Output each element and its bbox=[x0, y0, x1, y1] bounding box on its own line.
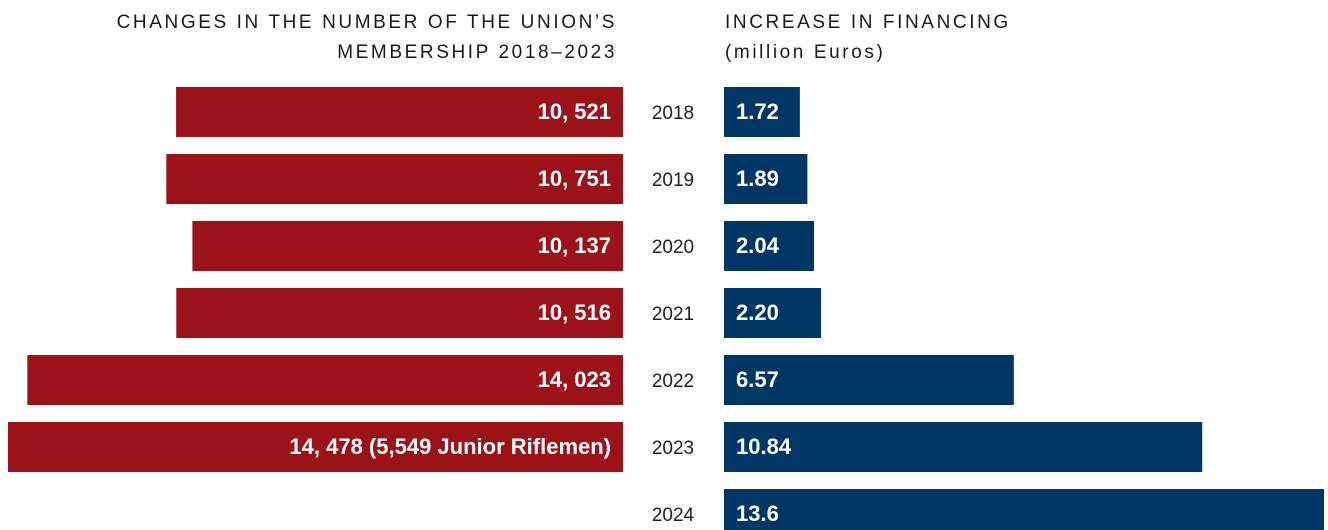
value-label: 13.6 bbox=[736, 501, 779, 526]
value-label: 2.04 bbox=[736, 233, 780, 258]
bar bbox=[724, 154, 808, 204]
bar bbox=[192, 221, 623, 271]
value-label: 10.84 bbox=[736, 434, 792, 459]
value-label: 10, 521 bbox=[538, 99, 611, 124]
category-label: 2023 bbox=[652, 438, 694, 459]
chart-title-block: INCREASE IN FINANCING (million Euros) bbox=[725, 8, 1285, 68]
value-label: 10, 137 bbox=[538, 233, 611, 258]
bar bbox=[176, 288, 623, 338]
bar bbox=[166, 154, 623, 204]
bar bbox=[27, 355, 624, 405]
bar bbox=[724, 288, 822, 338]
value-label: 6.57 bbox=[736, 367, 779, 392]
bar bbox=[8, 422, 623, 472]
value-label: 10, 751 bbox=[538, 166, 611, 191]
value-label: 2.20 bbox=[736, 300, 779, 325]
bar bbox=[724, 355, 1014, 405]
category-label: 2018 bbox=[652, 103, 694, 124]
value-label: 1.72 bbox=[736, 99, 779, 124]
value-label: 10, 516 bbox=[538, 300, 611, 325]
category-label: 2019 bbox=[652, 170, 694, 191]
chart-subtitle: (million Euros) bbox=[725, 42, 886, 63]
category-label: 2021 bbox=[652, 304, 694, 325]
bar bbox=[724, 489, 1324, 530]
value-label: 1.89 bbox=[736, 166, 779, 191]
value-label: 14, 023 bbox=[538, 367, 611, 392]
bar bbox=[724, 221, 814, 271]
chart-title: INCREASE IN FINANCING bbox=[725, 12, 1011, 33]
bar bbox=[724, 87, 800, 137]
category-label: 2022 bbox=[652, 371, 694, 392]
value-label: 14, 478 (5,549 Junior Riflemen) bbox=[289, 434, 611, 459]
bar bbox=[176, 87, 623, 137]
bar bbox=[724, 422, 1203, 472]
chart-title: CHANGES IN THE NUMBER OF THE UNION’S MEM… bbox=[116, 12, 617, 63]
category-label: 2024 bbox=[652, 505, 695, 526]
category-label: 2020 bbox=[652, 237, 694, 258]
